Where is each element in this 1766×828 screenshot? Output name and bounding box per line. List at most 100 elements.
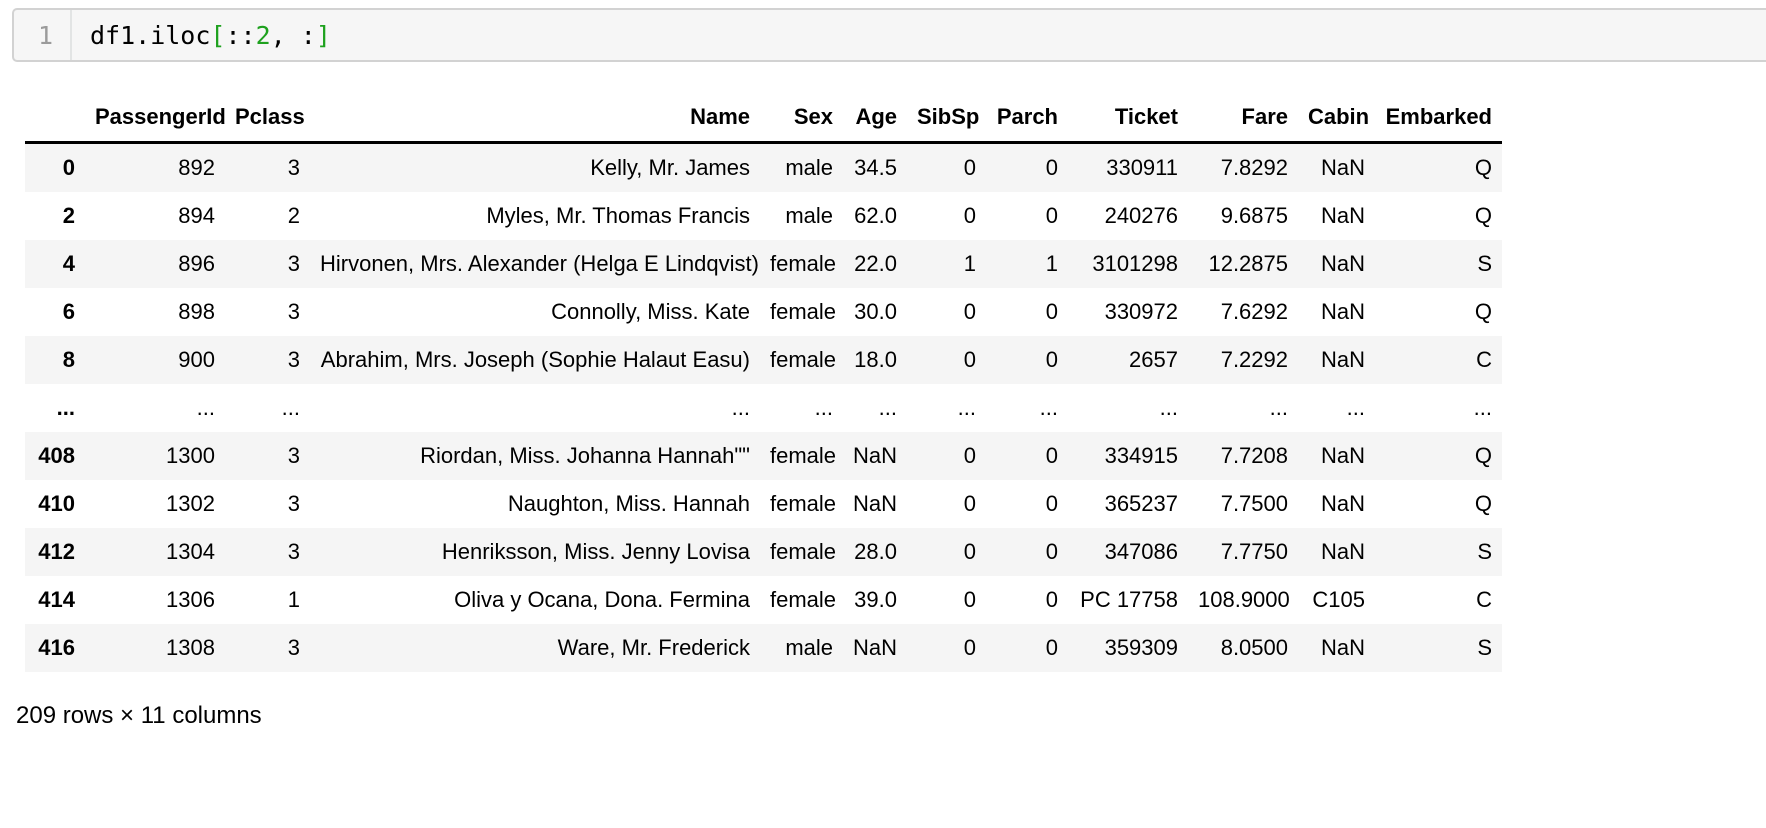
- table-cell: C105: [1312, 587, 1365, 612]
- table-cell: Hirvonen, Mrs. Alexander (Helga E Lindqv…: [320, 251, 759, 276]
- table-cell: 0: [1045, 635, 1058, 660]
- table-cell: Kelly, Mr. James: [590, 155, 750, 180]
- table-row: 8 900 3 Abrahim, Mrs. Joseph (Sophie Halaut…: [25, 336, 1502, 384]
- table-cell: 359309: [1104, 635, 1178, 660]
- table-cell: ...: [1269, 395, 1288, 420]
- table-cell: 1304: [166, 539, 215, 564]
- table-cell: Henriksson, Miss. Jenny Lovisa: [441, 539, 750, 564]
- table-cell: Q: [1474, 299, 1492, 324]
- table-cell: 892: [178, 155, 215, 180]
- table-cell: 3: [287, 539, 300, 564]
- table-cell: ...: [957, 395, 976, 420]
- table-cell: 0: [963, 299, 976, 324]
- table-cell: NaN: [853, 635, 898, 660]
- table-row: 408 1300 3 Riordan, Miss. Johanna Hannah"" f…: [25, 432, 1502, 480]
- table-cell: ...: [1039, 395, 1058, 420]
- table-cell: 0: [963, 347, 976, 372]
- table-cell: 108.9000: [1198, 587, 1290, 612]
- table-cell: 12.2875: [1208, 251, 1288, 276]
- table-cell: 0: [963, 539, 976, 564]
- table-cell: ...: [878, 395, 897, 420]
- table-cell: 3: [287, 299, 300, 324]
- column-header-cell: Age: [843, 93, 907, 144]
- dataframe-table: PassengerId Pclass Name Sex Age SibSp Parch Tic…: [25, 93, 1502, 672]
- table-cell: NaN: [1320, 491, 1365, 516]
- row-index-cell: 414: [38, 587, 75, 612]
- table-cell: 3: [287, 443, 300, 468]
- table-cell: 896: [178, 251, 215, 276]
- code-line: df1.iloc[::2, :]: [90, 21, 331, 50]
- table-cell: 898: [178, 299, 215, 324]
- table-cell: S: [1477, 539, 1492, 564]
- code-token: ]: [315, 20, 331, 50]
- table-cell: ...: [731, 395, 750, 420]
- table-cell: 330911: [1106, 155, 1178, 180]
- column-header-cell: Fare: [1188, 93, 1298, 144]
- table-cell: ...: [196, 395, 215, 420]
- table-cell: 7.8292: [1220, 155, 1288, 180]
- table-cell: 1306: [166, 587, 215, 612]
- table-row: ....................................: [25, 384, 1502, 432]
- table-cell: NaN: [853, 491, 898, 516]
- table-cell: female: [770, 491, 837, 516]
- column-header-cell: Name: [310, 93, 760, 144]
- table-row: 410 1302 3 Naughton, Miss. Hannah female NaN 0…: [25, 480, 1502, 528]
- table-cell: 7.7208: [1220, 443, 1288, 468]
- table-cell: 894: [178, 203, 215, 228]
- table-cell: Connolly, Miss. Kate: [551, 299, 750, 324]
- code-token: 2: [255, 20, 271, 50]
- table-cell: 0: [1045, 155, 1058, 180]
- table-cell: 0: [963, 635, 976, 660]
- table-cell: 34.5: [854, 155, 897, 180]
- table-cell: Q: [1474, 443, 1492, 468]
- table-cell: Q: [1474, 491, 1492, 516]
- table-cell: female: [770, 251, 837, 276]
- table-cell: 30.0: [854, 299, 897, 324]
- table-cell: S: [1477, 251, 1492, 276]
- table-cell: 39.0: [854, 587, 897, 612]
- table-cell: male: [785, 155, 833, 180]
- table-cell: 0: [963, 587, 976, 612]
- table-cell: ...: [1473, 395, 1492, 420]
- row-index-cell: 410: [38, 491, 75, 516]
- table-cell: 0: [1045, 539, 1058, 564]
- table-cell: 7.7500: [1220, 491, 1288, 516]
- table-cell: NaN: [1320, 347, 1365, 372]
- dataframe-shape-summary: 209 rows × 11 columns: [16, 702, 262, 729]
- table-cell: 0: [963, 491, 976, 516]
- table-cell: female: [770, 347, 837, 372]
- table-cell: Myles, Mr. Thomas Francis: [486, 203, 750, 228]
- table-cell: 18.0: [854, 347, 897, 372]
- code-cell[interactable]: 1 df1.iloc[::2, :]: [12, 8, 1766, 62]
- table-cell: 9.6875: [1220, 203, 1288, 228]
- code-token: ::: [225, 20, 256, 50]
- row-index-cell: 408: [38, 443, 75, 468]
- table-cell: NaN: [1320, 539, 1365, 564]
- table-cell: female: [770, 587, 837, 612]
- column-header-cell: Ticket: [1068, 93, 1188, 144]
- table-cell: C: [1476, 587, 1492, 612]
- table-cell: ...: [814, 395, 833, 420]
- table-cell: Q: [1474, 203, 1492, 228]
- table-cell: Naughton, Miss. Hannah: [507, 491, 750, 516]
- column-header-cell: Cabin: [1298, 93, 1375, 144]
- table-cell: Q: [1474, 155, 1492, 180]
- table-cell: Oliva y Ocana, Dona. Fermina: [454, 587, 750, 612]
- table-cell: NaN: [853, 443, 898, 468]
- table-cell: S: [1477, 635, 1492, 660]
- table-cell: 3: [287, 347, 300, 372]
- row-index-cell: 6: [62, 299, 75, 324]
- column-header-cell: Parch: [986, 93, 1068, 144]
- code-editor[interactable]: df1.iloc[::2, :]: [72, 10, 1766, 60]
- column-header-cell: Sex: [760, 93, 843, 144]
- table-cell: 28.0: [854, 539, 897, 564]
- table-cell: 0: [1045, 347, 1058, 372]
- table-cell: 347086: [1104, 539, 1178, 564]
- table-cell: NaN: [1320, 203, 1365, 228]
- code-token: df1.iloc: [90, 20, 211, 50]
- table-cell: 3101298: [1092, 251, 1178, 276]
- column-header-cell: PassengerId: [85, 93, 225, 144]
- table-cell: NaN: [1320, 635, 1365, 660]
- table-header-row: PassengerId Pclass Name Sex Age SibSp Parch Tic…: [25, 93, 1502, 144]
- table-cell: 2: [287, 203, 300, 228]
